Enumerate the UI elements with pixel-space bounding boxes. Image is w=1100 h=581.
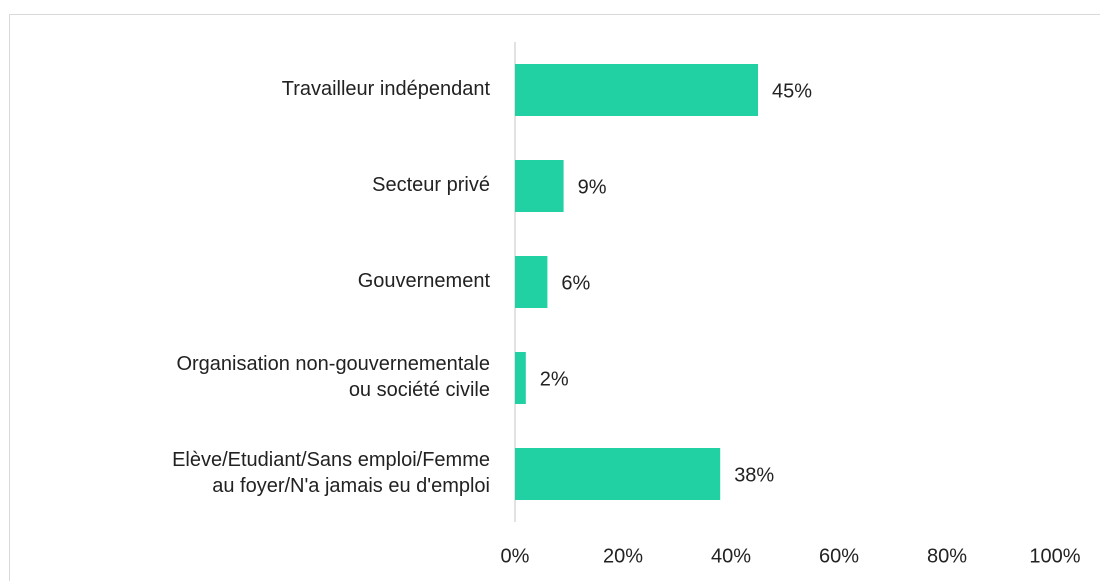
y-tick-label-line: Organisation non-gouvernementale: [176, 353, 490, 375]
x-tick-label: 100%: [1029, 545, 1080, 567]
y-tick-label-line: Gouvernement: [358, 270, 491, 292]
x-tick-label: 0%: [501, 545, 530, 567]
x-tick-label: 20%: [603, 545, 643, 567]
value-label: 45%: [772, 80, 812, 102]
y-tick-label: Secteur privé: [372, 174, 490, 196]
y-tick-label-line: Elève/Etudiant/Sans emploi/Femme: [172, 449, 490, 471]
x-tick-label: 40%: [711, 545, 751, 567]
y-tick-label: Gouvernement: [358, 270, 491, 292]
value-label: 6%: [561, 272, 590, 294]
bar: [515, 64, 758, 116]
y-tick-label: Organisation non-gouvernementale ou socié…: [176, 353, 490, 401]
y-tick-label-line: Travailleur indépendant: [282, 78, 491, 100]
value-label: 9%: [578, 176, 607, 198]
bar: [515, 448, 721, 500]
y-tick-label: Elève/Etudiant/Sans emploi/Femme au foyer…: [172, 449, 490, 497]
value-label: 2%: [540, 368, 569, 390]
y-tick-label-line: ou société civile: [349, 379, 490, 401]
bar: [515, 256, 548, 308]
y-tick-label-line: au foyer/N'a jamais eu d'emploi: [212, 475, 490, 497]
value-label: 38%: [734, 464, 774, 486]
bar: [515, 352, 526, 404]
y-tick-label: Travailleur indépendant: [282, 78, 491, 100]
x-tick-label: 60%: [819, 545, 859, 567]
x-tick-label: 80%: [927, 545, 967, 567]
bar: [515, 160, 564, 212]
y-tick-label-line: Secteur privé: [372, 174, 490, 196]
